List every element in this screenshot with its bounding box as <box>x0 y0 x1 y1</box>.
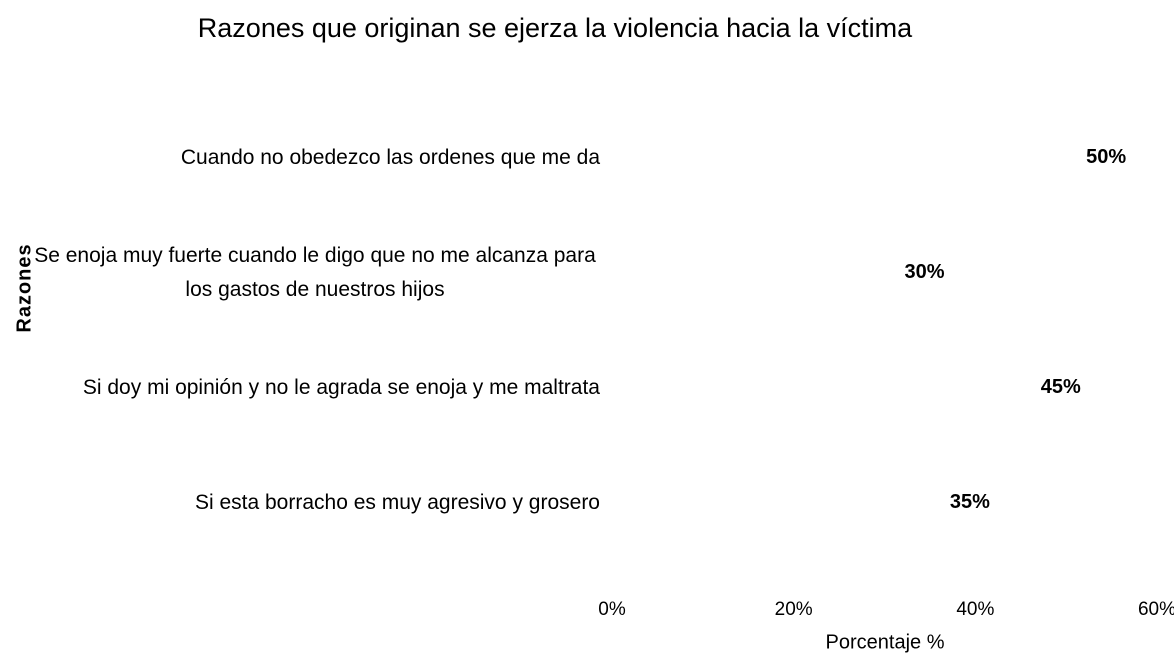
category-label-box: Si esta borracho es muy agresivo y grose… <box>30 486 600 520</box>
category-label-box: Se enoja muy fuerte cuando le digo que n… <box>30 239 600 307</box>
x-tick-label: 60% <box>1138 599 1174 620</box>
x-tick-label: 0% <box>598 599 626 620</box>
x-tick-label: 20% <box>775 599 813 620</box>
bar <box>612 468 930 537</box>
category-label-box: Si doy mi opinión y no le agrada se enoj… <box>30 371 600 405</box>
data-label: 30% <box>905 261 945 283</box>
data-label: 35% <box>950 491 990 513</box>
y-axis-title: Razones <box>13 243 35 332</box>
y-tick-label: Si esta borracho es muy agresivo y grose… <box>194 490 600 514</box>
x-axis-title: Porcentaje % <box>826 631 945 653</box>
bar <box>612 353 1021 422</box>
data-label: 45% <box>1041 376 1081 398</box>
data-label: 50% <box>1086 146 1126 168</box>
y-tick-label: Cuando no obedezco las ordenes que me da <box>180 145 600 169</box>
y-tick-label: Si doy mi opinión y no le agrada se enoj… <box>82 375 600 399</box>
bar <box>612 123 1067 192</box>
bar <box>612 238 885 307</box>
category-label-box: Cuando no obedezco las ordenes que me da <box>30 141 600 175</box>
chart-title: Razones que originan se ejerza la violen… <box>198 13 913 43</box>
y-tick-label: Se enoja muy fuerte cuando le digo que n… <box>34 243 596 301</box>
x-tick-label: 40% <box>956 599 994 620</box>
